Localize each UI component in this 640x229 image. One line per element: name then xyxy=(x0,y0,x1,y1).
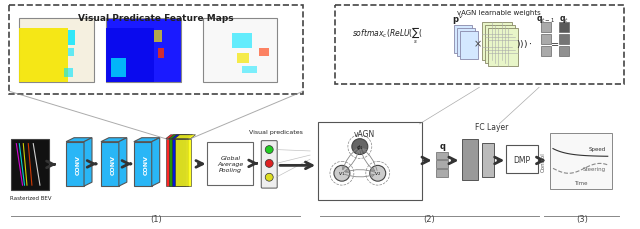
Circle shape xyxy=(334,166,350,181)
Bar xyxy=(158,49,164,58)
FancyBboxPatch shape xyxy=(458,29,476,57)
Text: Speed: Speed xyxy=(589,146,605,151)
Text: vAGN: vAGN xyxy=(354,129,376,138)
Text: CONV: CONV xyxy=(111,154,115,174)
Bar xyxy=(111,58,126,78)
Circle shape xyxy=(265,174,273,181)
Circle shape xyxy=(352,139,368,155)
Bar xyxy=(106,29,154,83)
Text: FC Layer: FC Layer xyxy=(475,123,508,132)
Polygon shape xyxy=(66,138,92,142)
FancyBboxPatch shape xyxy=(261,141,277,188)
Polygon shape xyxy=(66,142,84,186)
FancyBboxPatch shape xyxy=(541,23,551,33)
Circle shape xyxy=(265,146,273,154)
Circle shape xyxy=(370,166,386,181)
Text: $v_1$: $v_1$ xyxy=(338,170,346,177)
Polygon shape xyxy=(169,135,189,139)
Polygon shape xyxy=(101,138,127,142)
Polygon shape xyxy=(175,135,196,139)
Text: $\mathbf{q}$: $\mathbf{q}$ xyxy=(439,142,446,153)
Bar xyxy=(19,29,68,83)
Text: CONV: CONV xyxy=(76,154,81,174)
Text: $softmax_c(ReLU(\sum_s ($: $softmax_c(ReLU(\sum_s ($ xyxy=(352,25,423,46)
Polygon shape xyxy=(101,142,119,186)
Polygon shape xyxy=(134,138,160,142)
FancyBboxPatch shape xyxy=(19,19,94,83)
Text: Control: Control xyxy=(541,151,546,171)
Text: Time: Time xyxy=(574,180,588,185)
FancyBboxPatch shape xyxy=(488,29,518,66)
Text: $\mathbf{q}_t$: $\mathbf{q}_t$ xyxy=(559,14,569,25)
Polygon shape xyxy=(152,138,160,186)
FancyBboxPatch shape xyxy=(436,161,449,169)
Bar xyxy=(154,31,162,43)
FancyBboxPatch shape xyxy=(550,133,612,189)
FancyBboxPatch shape xyxy=(460,32,478,59)
Text: Rasterized BEV: Rasterized BEV xyxy=(10,195,51,200)
Circle shape xyxy=(265,160,273,168)
FancyBboxPatch shape xyxy=(483,23,512,60)
FancyBboxPatch shape xyxy=(462,139,478,180)
Bar xyxy=(243,66,257,74)
Text: DMP: DMP xyxy=(513,155,531,164)
Text: $v_2$: $v_2$ xyxy=(374,170,381,177)
Bar xyxy=(237,54,250,63)
FancyBboxPatch shape xyxy=(485,26,515,63)
Polygon shape xyxy=(175,139,191,186)
FancyBboxPatch shape xyxy=(454,26,472,54)
Text: (2): (2) xyxy=(424,214,435,223)
Text: $=$: $=$ xyxy=(550,38,561,48)
FancyBboxPatch shape xyxy=(559,47,569,57)
Polygon shape xyxy=(169,139,184,186)
Text: Steering: Steering xyxy=(582,166,605,171)
FancyBboxPatch shape xyxy=(541,35,551,45)
Text: $\mathbf{p}^v$: $\mathbf{p}^v$ xyxy=(452,13,463,26)
Text: (1): (1) xyxy=(150,214,161,223)
Text: $\times$: $\times$ xyxy=(473,38,482,49)
Text: CONV: CONV xyxy=(143,154,148,174)
Bar xyxy=(68,49,74,57)
Bar xyxy=(64,68,73,78)
FancyBboxPatch shape xyxy=(207,142,253,185)
Polygon shape xyxy=(119,138,127,186)
Polygon shape xyxy=(84,138,92,186)
FancyBboxPatch shape xyxy=(506,145,538,174)
Polygon shape xyxy=(134,142,152,186)
Polygon shape xyxy=(166,139,182,186)
FancyBboxPatch shape xyxy=(483,143,494,177)
Polygon shape xyxy=(172,139,188,186)
FancyBboxPatch shape xyxy=(106,19,180,83)
Bar xyxy=(68,31,76,46)
FancyBboxPatch shape xyxy=(559,35,569,45)
FancyBboxPatch shape xyxy=(559,23,569,33)
Text: $)))\cdot$: $)))\cdot$ xyxy=(516,38,532,50)
Text: $\phi_1$: $\phi_1$ xyxy=(356,142,364,151)
FancyBboxPatch shape xyxy=(436,170,449,177)
Polygon shape xyxy=(166,135,187,139)
Bar xyxy=(12,139,49,190)
FancyBboxPatch shape xyxy=(541,47,551,57)
FancyBboxPatch shape xyxy=(202,19,277,83)
Bar xyxy=(259,49,269,57)
FancyBboxPatch shape xyxy=(436,152,449,160)
Text: $\mathbf{q}_{t-1}$: $\mathbf{q}_{t-1}$ xyxy=(536,14,556,25)
Polygon shape xyxy=(172,135,193,139)
Text: (3): (3) xyxy=(576,214,588,223)
FancyBboxPatch shape xyxy=(318,122,422,200)
Text: Visual Predicate Feature Maps: Visual Predicate Feature Maps xyxy=(78,14,234,23)
Bar xyxy=(232,34,252,49)
Text: Visual predicates: Visual predicates xyxy=(249,129,303,134)
Text: Global
Average
Pooling: Global Average Pooling xyxy=(217,155,243,172)
Text: vAGN learnable weights: vAGN learnable weights xyxy=(458,10,541,16)
